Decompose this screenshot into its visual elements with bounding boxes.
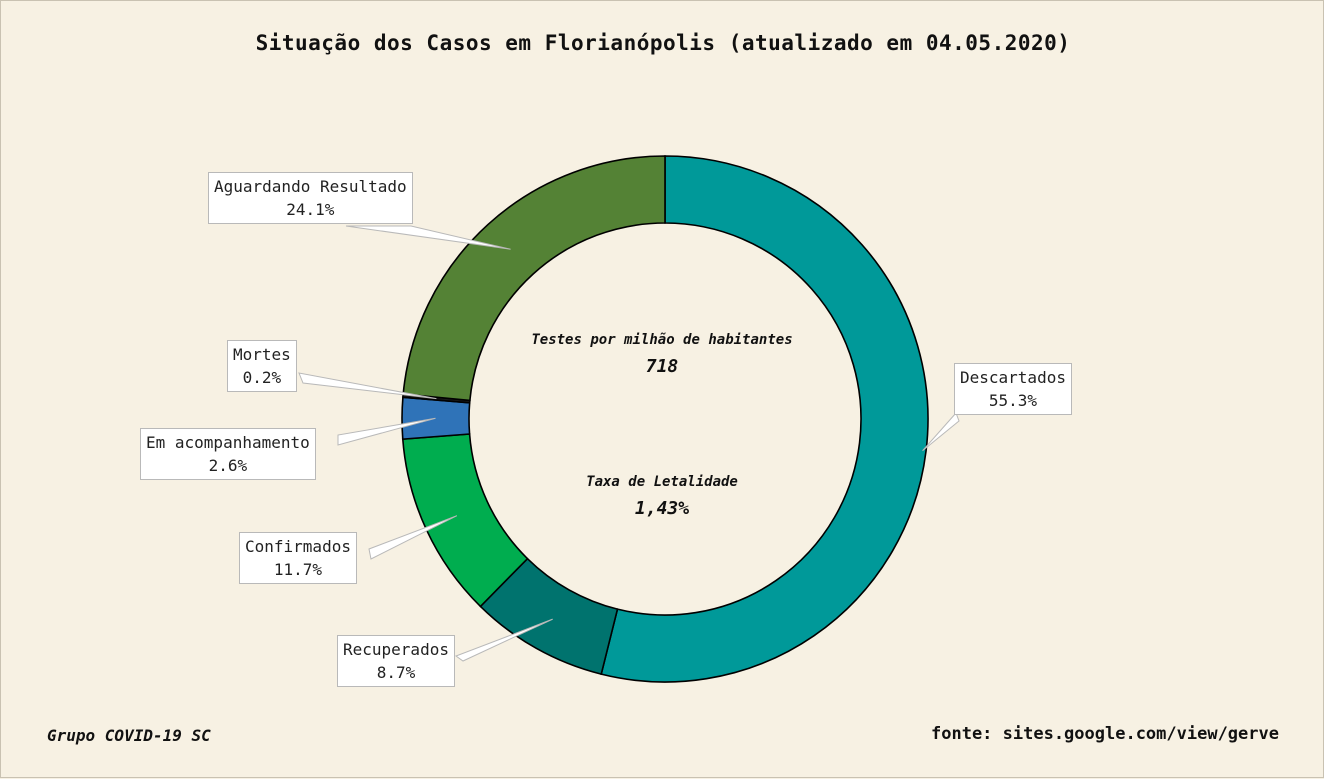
slice-percent: 24.1% [286,200,335,219]
slice-percent: 55.3% [988,391,1038,410]
footer-group-name: Grupo COVID-19 SC [47,726,211,745]
slices-group [401,155,929,683]
slice-aguardando-resultado [402,155,666,402]
slice-name: Em acompanhamento [146,433,310,452]
slice-percent: 0.2% [242,368,282,387]
slice-name: Mortes [233,345,291,364]
chart-title: Situação dos Casos em Florianópolis (atu… [255,31,1071,55]
tests-label: Testes por milhão de habitantes [531,332,793,348]
footer-source: fonte: sites.google.com/view/gerve [931,724,1279,744]
slice-descartados [600,155,929,683]
pointer-em-acompanhamento [337,417,436,446]
slice-name: Descartados [960,368,1066,387]
slice-label-aguardando-resultado: Aguardando Resultado 24.1% [208,172,413,224]
slice-percent: 2.6% [208,456,248,475]
slice-label-mortes: Mortes 0.2% [227,340,297,392]
slice-name: Confirmados [245,537,351,556]
lethality-value: 1,43% [634,498,690,519]
slice-label-recuperados: Recuperados 8.7% [337,635,455,687]
pointer-aguardando-resultado [345,225,511,250]
slice-percent: 8.7% [376,663,416,682]
pointer-recuperados [454,618,553,662]
slice-label-em-acompanhamento: Em acompanhamento 2.6% [140,428,316,480]
pointer-descartados [922,412,960,452]
slice-em-acompanhamento [401,396,471,440]
pointer-mortes [298,372,437,400]
slice-label-confirmados: Confirmados 11.7% [239,532,357,584]
slice-name: Aguardando Resultado [214,177,407,196]
tests-value: 718 [645,356,679,377]
lethality-label: Taxa de Letalidade [586,474,738,490]
slice-name: Recuperados [343,640,449,659]
pointer-confirmados [368,515,458,560]
slice-label-descartados: Descartados 55.3% [954,363,1072,415]
pointers-group [298,225,960,662]
slice-percent: 11.7% [273,560,323,579]
